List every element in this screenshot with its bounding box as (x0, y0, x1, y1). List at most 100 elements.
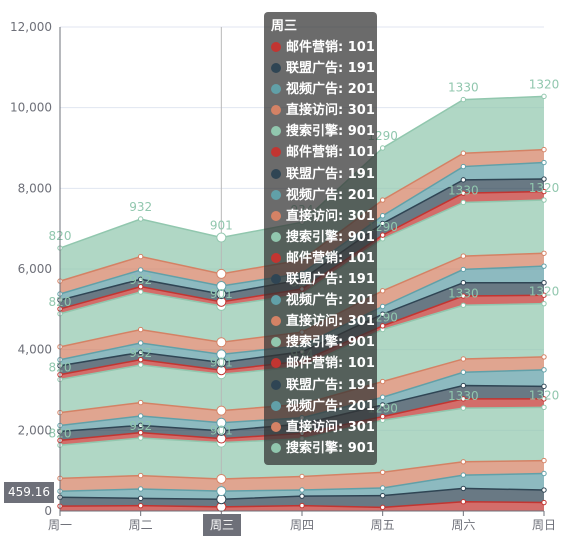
data-point (460, 280, 467, 286)
data-point (379, 413, 386, 420)
data-point (216, 417, 227, 428)
data-point (216, 473, 227, 484)
series-area (60, 473, 544, 500)
x-tick-label: 周一 (48, 518, 72, 532)
tooltip-row-text: 邮件营销: 101 (286, 250, 375, 266)
series-marker (271, 147, 281, 158)
tooltip-row-text: 直接访问: 301 (286, 314, 375, 330)
data-point (541, 499, 547, 506)
y-tick-label: 2,000 (18, 423, 52, 437)
data-point (137, 472, 144, 479)
series-marker (271, 274, 281, 285)
data-point (216, 268, 227, 279)
tooltip-row: 直接访问: 301 (264, 311, 377, 332)
data-point (460, 369, 467, 375)
data-label: 1320 (529, 388, 560, 402)
data-point (460, 163, 467, 170)
data-point (541, 300, 547, 307)
data-point (541, 383, 547, 390)
data-point (216, 405, 227, 416)
data-point (460, 96, 467, 103)
series-area (60, 385, 544, 441)
tooltip-row-text: 邮件营销: 101 (286, 40, 375, 55)
tooltip-row-text: 搜索引擎: 901 (286, 229, 375, 245)
series-area (60, 460, 544, 492)
tooltip-row-text: 邮件营销: 101 (286, 356, 375, 372)
data-point (460, 499, 467, 505)
data-point (216, 281, 227, 292)
data-point (379, 378, 386, 385)
data-label: 1330 (448, 389, 479, 403)
data-point (137, 502, 144, 509)
data-label: 932 (129, 200, 152, 214)
series-marker (271, 105, 281, 116)
series-marker (271, 400, 281, 411)
data-point (541, 470, 547, 477)
data-point (379, 220, 386, 227)
data-point (541, 457, 547, 464)
tooltip-row: 搜索引擎: 901 (264, 332, 377, 353)
tooltip-row: 搜索引擎: 901 (264, 438, 377, 459)
series-area (60, 200, 544, 347)
tooltip-row-text: 联盟广告: 191 (286, 166, 375, 182)
axis-pointer-y-label: 459.16 (4, 482, 54, 503)
data-point (379, 485, 386, 491)
series-marker (271, 42, 281, 52)
data-point (541, 176, 547, 182)
tooltip-row-text: 直接访问: 301 (286, 103, 375, 119)
axis-pointer-x-label: 周三 (203, 514, 241, 536)
tooltip-row: 联盟广告: 191 (264, 58, 377, 79)
tooltip-row-text: 搜索引擎: 901 (286, 335, 375, 351)
data-label: 901 (210, 424, 233, 438)
data-label: 901 (210, 287, 233, 301)
tooltip-row-text: 视频广告: 201 (286, 398, 375, 414)
data-point (379, 197, 386, 203)
data-point (541, 93, 547, 100)
data-point (216, 349, 227, 360)
x-tick-label: 周六 (451, 518, 475, 532)
series-area (60, 398, 544, 446)
data-point (541, 146, 547, 153)
data-label: 932 (129, 419, 152, 433)
data-point (137, 422, 144, 429)
tooltip-row-text: 直接访问: 301 (286, 419, 375, 435)
tooltip-row: 直接访问: 301 (264, 100, 377, 121)
data-label: 932 (129, 346, 152, 360)
data-point (541, 354, 547, 360)
series-marker (271, 316, 281, 327)
data-point (541, 159, 547, 166)
x-tick-label: 周二 (129, 518, 153, 532)
data-point (460, 302, 467, 308)
data-point (460, 396, 467, 402)
series-marker (271, 379, 281, 390)
x-tick-label: 周五 (371, 518, 395, 532)
series-marker (271, 189, 281, 200)
data-point (541, 250, 547, 256)
series-marker (271, 168, 281, 179)
tooltip-row: 视频广告: 201 (264, 185, 377, 206)
data-label: 1320 (529, 181, 560, 195)
series-marker (271, 337, 281, 348)
data-point (299, 502, 305, 509)
tooltip-row: 联盟广告: 191 (264, 375, 377, 396)
data-label: 1330 (448, 183, 479, 197)
data-point (379, 402, 386, 408)
series-marker (271, 295, 281, 306)
series-marker (271, 231, 281, 242)
tooltip-row-text: 搜索引擎: 901 (286, 440, 375, 456)
data-point (379, 323, 386, 329)
tooltip-row-text: 视频广告: 201 (286, 82, 375, 98)
data-point (216, 232, 227, 243)
series-area (60, 162, 544, 301)
tooltip-row-text: 视频广告: 201 (286, 293, 375, 309)
data-point (137, 289, 144, 295)
data-point (541, 292, 547, 298)
data-point (460, 177, 467, 183)
data-label: 932 (129, 273, 152, 287)
tooltip-row: 搜索引擎: 901 (264, 227, 377, 248)
series-area (60, 149, 544, 295)
data-point (379, 303, 386, 310)
series-marker (271, 442, 281, 453)
tooltip-title: 周三 (271, 19, 298, 34)
data-point (216, 486, 227, 497)
